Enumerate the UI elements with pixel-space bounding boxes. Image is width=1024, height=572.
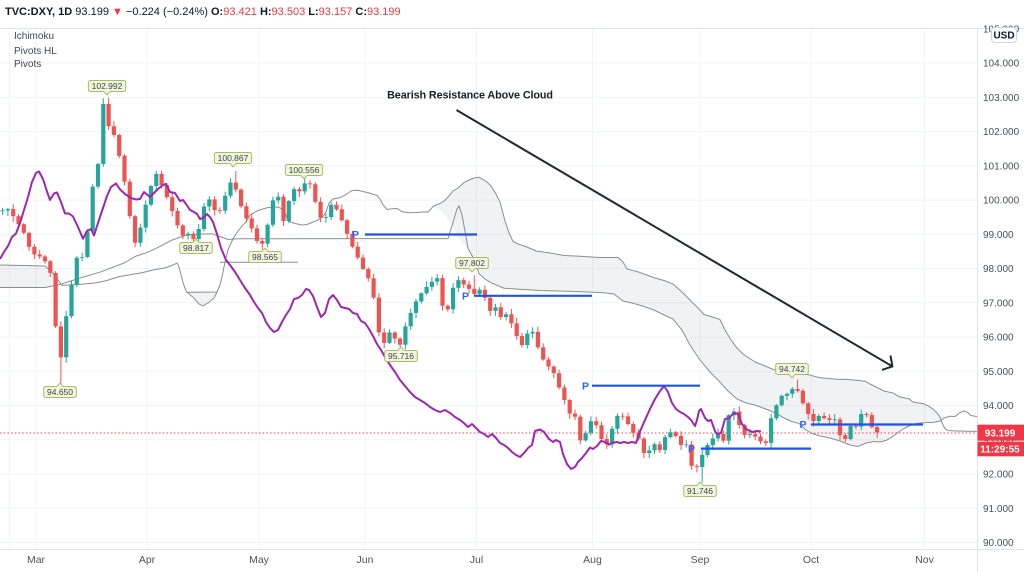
svg-text:Mar: Mar: [27, 554, 46, 566]
svg-text:92.000: 92.000: [983, 470, 1014, 481]
svg-text:P: P: [352, 229, 359, 241]
svg-text:Jul: Jul: [470, 554, 483, 566]
svg-text:99.000: 99.000: [983, 230, 1014, 241]
svg-text:94.742: 94.742: [779, 364, 805, 374]
svg-text:95.000: 95.000: [983, 367, 1014, 378]
svg-text:98.000: 98.000: [983, 264, 1014, 275]
svg-text:100.000: 100.000: [983, 196, 1020, 207]
svg-text:Ichimoku: Ichimoku: [14, 31, 54, 42]
svg-text:90.000: 90.000: [983, 538, 1014, 549]
svg-text:91.746: 91.746: [687, 486, 713, 496]
svg-text:Sep: Sep: [691, 554, 710, 566]
svg-text:102.992: 102.992: [92, 81, 123, 91]
svg-text:P: P: [582, 380, 589, 392]
svg-text:P: P: [462, 291, 469, 303]
svg-text:Nov: Nov: [915, 554, 934, 566]
svg-text:101.000: 101.000: [983, 161, 1020, 172]
svg-text:P: P: [800, 419, 807, 431]
svg-text:TVC:DXY, 1D 93.199 ▼ −0.224 (−: TVC:DXY, 1D 93.199 ▼ −0.224 (−0.24%) O:9…: [5, 6, 401, 18]
svg-text:94.000: 94.000: [983, 401, 1014, 412]
svg-text:Pivots: Pivots: [14, 59, 41, 70]
svg-text:Jun: Jun: [357, 554, 374, 566]
svg-text:95.716: 95.716: [388, 351, 414, 361]
svg-text:P: P: [688, 443, 695, 455]
svg-text:98.817: 98.817: [183, 243, 209, 253]
svg-text:93.000: 93.000: [983, 435, 1014, 446]
svg-text:Apr: Apr: [139, 554, 156, 566]
svg-text:96.000: 96.000: [983, 333, 1014, 344]
svg-text:104.000: 104.000: [983, 59, 1020, 70]
svg-text:103.000: 103.000: [983, 93, 1020, 104]
svg-text:94.650: 94.650: [47, 387, 73, 397]
svg-text:11:29:55: 11:29:55: [980, 444, 1020, 455]
svg-text:Oct: Oct: [803, 554, 819, 566]
svg-text:Bearish Resistance Above Cloud: Bearish Resistance Above Cloud: [387, 90, 553, 102]
svg-text:102.000: 102.000: [983, 127, 1020, 138]
svg-text:97.802: 97.802: [459, 258, 485, 268]
svg-text:Pivots HL: Pivots HL: [14, 46, 57, 57]
svg-text:100.867: 100.867: [218, 153, 249, 163]
svg-text:100.556: 100.556: [289, 165, 320, 175]
svg-text:Aug: Aug: [583, 554, 602, 566]
svg-text:97.000: 97.000: [983, 298, 1014, 309]
svg-text:USD: USD: [993, 31, 1014, 42]
svg-text:93.199: 93.199: [985, 428, 1016, 439]
svg-text:98.565: 98.565: [252, 252, 278, 262]
svg-text:91.000: 91.000: [983, 504, 1014, 515]
svg-text:May: May: [249, 554, 270, 566]
